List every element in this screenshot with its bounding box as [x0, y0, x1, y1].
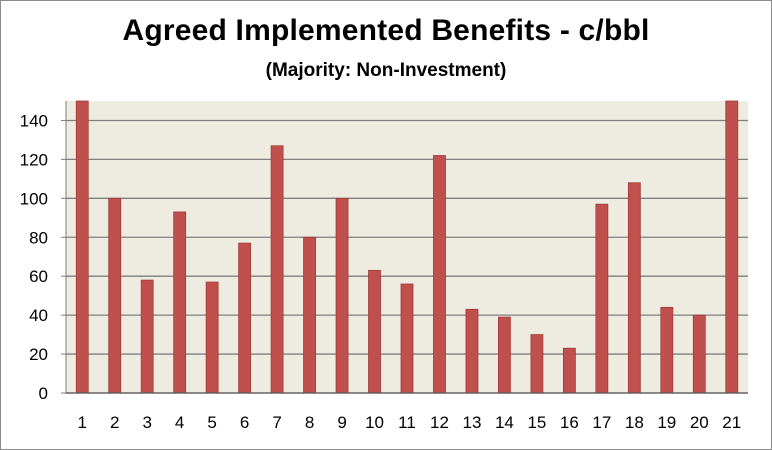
y-axis-ticks: 0 20 40 60 80 100 120 140: [20, 101, 67, 403]
x-tick-label-13: 13: [462, 413, 481, 432]
chart-subtitle: (Majority: Non-Investment): [265, 60, 507, 81]
x-tick-label-19: 19: [657, 413, 676, 432]
bar-1: [75, 100, 89, 394]
y-tick-label-120: 120: [20, 150, 48, 169]
bar-12: [433, 155, 446, 394]
x-tick-label-15: 15: [527, 413, 546, 432]
bar-17: [595, 203, 609, 394]
x-tick-label-2: 2: [110, 413, 119, 432]
bar-14: [498, 316, 511, 394]
x-tick-label-1: 1: [78, 413, 87, 432]
bar-2: [108, 197, 122, 394]
y-tick-label-40: 40: [29, 306, 48, 325]
bar-4: [173, 211, 187, 394]
y-tick-label-140: 140: [20, 111, 48, 130]
bar-18: [627, 182, 641, 394]
bar-10: [368, 269, 381, 394]
x-tick-label-3: 3: [142, 413, 151, 432]
x-tick-label-11: 11: [398, 413, 416, 432]
x-axis-ticks: 1 2 3 4 5 6 7 8 9 10 11 12 13 14 15 16 17 18 19 20 21: [66, 392, 748, 432]
bar-8: [303, 236, 316, 394]
bar-15: [530, 334, 544, 394]
y-tick-label-60: 60: [29, 267, 48, 286]
bar-16: [562, 347, 576, 394]
bar-21: [725, 100, 739, 394]
chart-title: Agreed Implemented Benefits - c/bbl: [122, 14, 650, 47]
x-tick-label-7: 7: [272, 413, 281, 432]
bar-5: [205, 281, 219, 394]
x-tick-label-8: 8: [305, 413, 314, 432]
bar-9: [335, 197, 349, 394]
bar-20: [692, 314, 706, 394]
bar-7: [270, 145, 284, 394]
y-tick-label-20: 20: [29, 345, 48, 364]
x-tick-label-18: 18: [625, 413, 644, 432]
x-tick-label-17: 17: [592, 413, 611, 432]
bar-13: [465, 308, 479, 394]
x-tick-label-14: 14: [495, 413, 514, 432]
x-tick-label-6: 6: [240, 413, 249, 432]
x-tick-label-16: 16: [560, 413, 579, 432]
x-tick-label-20: 20: [690, 413, 709, 432]
bar-3: [140, 279, 154, 394]
bar-11: [400, 283, 414, 394]
x-tick-label-10: 10: [365, 413, 384, 432]
x-tick-label-9: 9: [337, 413, 346, 432]
y-tick-label-0: 0: [39, 384, 48, 403]
bar-6: [238, 242, 252, 394]
x-tick-label-21: 21: [722, 413, 741, 432]
y-tick-label-80: 80: [29, 228, 48, 247]
y-tick-label-100: 100: [20, 189, 48, 208]
x-tick-label-4: 4: [175, 413, 184, 432]
x-tick-label-5: 5: [207, 413, 216, 432]
x-tick-label-12: 12: [430, 413, 449, 432]
bar-19: [660, 306, 674, 394]
